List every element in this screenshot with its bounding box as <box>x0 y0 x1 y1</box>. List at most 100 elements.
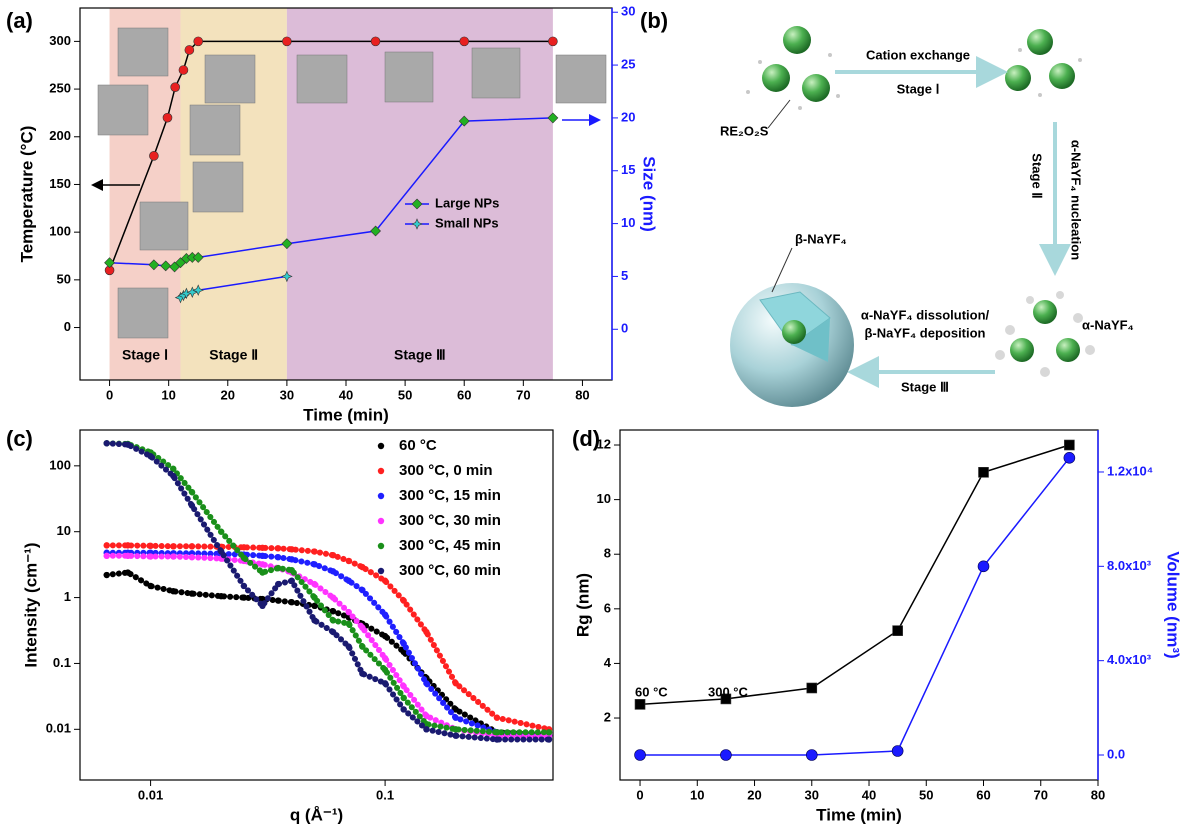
annotation: 300 °C <box>708 684 749 699</box>
tem-image <box>118 288 168 338</box>
plot-frame <box>620 430 1098 780</box>
series-line <box>640 458 1069 755</box>
x-tick-label: 0 <box>106 387 113 402</box>
dot <box>1038 93 1042 97</box>
point <box>289 556 295 562</box>
point <box>330 552 336 558</box>
point <box>259 569 265 575</box>
point <box>452 715 458 721</box>
point <box>382 667 388 673</box>
panel-label: (a) <box>6 8 33 33</box>
point <box>1064 440 1074 450</box>
y2-axis-label: Size (nm) <box>640 156 659 232</box>
x-tick-label: 50 <box>398 387 412 402</box>
legend-label: 300 °C, 0 min <box>399 462 493 479</box>
point <box>330 594 336 600</box>
y-tick-label: 4 <box>604 655 612 670</box>
point <box>282 37 291 46</box>
y-tick-label: 150 <box>49 176 71 191</box>
legend-marker <box>378 468 384 474</box>
stage-label: Stage Ⅱ <box>209 347 258 363</box>
point <box>289 599 295 605</box>
point <box>218 593 224 599</box>
point <box>452 726 458 732</box>
tem-image <box>140 202 188 250</box>
point <box>259 561 265 567</box>
legend-marker <box>378 568 384 574</box>
x-axis-label: Time (min) <box>303 405 389 424</box>
point <box>185 45 194 54</box>
point <box>275 545 281 551</box>
point <box>259 553 265 559</box>
point <box>311 548 317 554</box>
diagram-label: Cation exchange <box>866 47 970 62</box>
y-tick-label: 250 <box>49 81 71 96</box>
legend-label: Small NPs <box>435 215 499 230</box>
point <box>241 555 247 561</box>
point <box>452 680 458 686</box>
point <box>382 611 388 617</box>
point <box>149 151 158 160</box>
point <box>259 545 265 551</box>
point <box>170 588 176 594</box>
point <box>289 578 295 584</box>
x-axis-label: Time (min) <box>816 805 902 824</box>
point <box>179 66 188 75</box>
point <box>241 594 247 600</box>
point <box>171 83 180 92</box>
dot <box>1085 345 1095 355</box>
point <box>635 750 646 761</box>
point <box>423 726 429 732</box>
sphere <box>1005 65 1031 91</box>
x-tick-label: 0.1 <box>376 787 394 802</box>
point <box>104 553 110 559</box>
point <box>289 546 295 552</box>
y-tick-label: 50 <box>57 271 71 286</box>
y-tick-label: 200 <box>49 128 71 143</box>
y-tick-label: 10 <box>597 491 611 506</box>
tem-image <box>118 28 168 76</box>
y-tick-label: 10 <box>57 523 71 538</box>
x-tick-label: 40 <box>339 387 353 402</box>
tem-image <box>385 52 433 102</box>
point <box>346 621 352 627</box>
dot <box>1018 48 1022 52</box>
y2-tick-label: 8.0x10³ <box>1107 558 1152 573</box>
point <box>194 37 203 46</box>
tem-image <box>472 48 520 98</box>
leader-line <box>768 100 790 128</box>
core <box>782 320 806 344</box>
y-tick-label: 0.1 <box>53 655 71 670</box>
dot <box>746 90 750 94</box>
x-tick-label: 80 <box>575 387 589 402</box>
y2-axis-label: Volume (nm³) <box>1164 551 1183 658</box>
stage-label: Stage Ⅲ <box>394 347 446 363</box>
point <box>460 37 469 46</box>
point <box>400 640 406 646</box>
y2-tick-label: 0.0 <box>1107 746 1125 761</box>
point <box>400 706 406 712</box>
y-tick-label: 0 <box>64 319 71 334</box>
tem-image <box>193 162 243 212</box>
point <box>104 572 110 578</box>
diagram: RE₂O₂S Cation exchange Stage Ⅰ Stage Ⅱ α… <box>720 26 1134 407</box>
x-tick-label: 0.01 <box>138 787 163 802</box>
tem-image <box>190 105 240 155</box>
y2-tick-label: 1.2x10⁴ <box>1107 463 1153 478</box>
x-tick-label: 20 <box>747 787 761 802</box>
point <box>346 609 352 615</box>
diagram-label: α-NaYF₄ <box>1082 317 1134 332</box>
point <box>189 543 195 549</box>
point <box>311 594 317 600</box>
y-tick-label: 300 <box>49 33 71 48</box>
x-tick-label: 10 <box>690 787 704 802</box>
tem-image <box>297 55 347 103</box>
dot <box>758 60 762 64</box>
point <box>259 603 265 609</box>
tem-image <box>205 55 255 103</box>
point <box>147 553 153 559</box>
y-axis-label: Temperature (°C) <box>17 126 36 263</box>
point <box>452 732 458 738</box>
point <box>104 542 110 548</box>
panel-label: (b) <box>640 8 668 33</box>
